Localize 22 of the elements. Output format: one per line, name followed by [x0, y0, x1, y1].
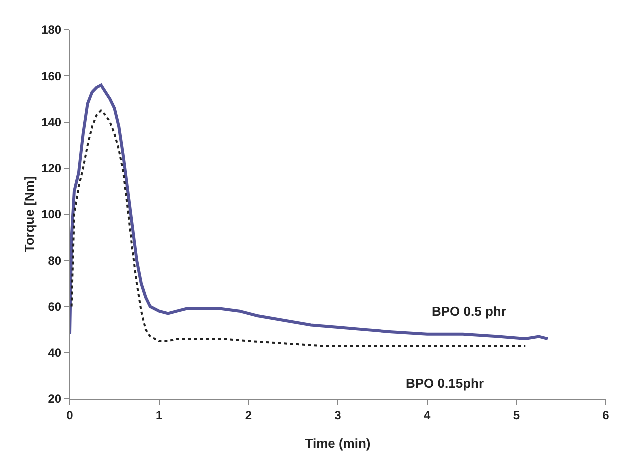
x-tick-label: 0	[66, 408, 74, 422]
y-axis-title: Torque [Nm]	[22, 176, 37, 253]
y-tick-label: 140	[42, 115, 62, 130]
line-series	[70, 84, 550, 341]
y-tick-label: 40	[48, 346, 62, 360]
y-tick-label: 180	[42, 23, 62, 38]
text: BPO 0.15phr	[406, 376, 484, 391]
y-tick-label: 60	[48, 300, 62, 314]
y-tick-label: 160	[42, 69, 62, 84]
line-series	[70, 110, 527, 347]
x-tick-label: 3	[334, 408, 342, 422]
y-tick-label: 100	[42, 208, 62, 222]
x-tick-label: 2	[245, 408, 252, 422]
y-tick-label: 20	[48, 392, 62, 406]
x-axis-title: Time (min)	[305, 436, 371, 451]
y-tick-label: 120	[42, 162, 62, 176]
x-tick-label: 5	[513, 408, 520, 422]
x-tick-label: 4	[424, 408, 431, 422]
series-label: BPO 0.5 phr	[432, 304, 506, 319]
y-tick-label: 80	[48, 254, 62, 268]
x-tick-label: 6	[602, 408, 610, 422]
x-tick-label: 1	[156, 408, 163, 422]
